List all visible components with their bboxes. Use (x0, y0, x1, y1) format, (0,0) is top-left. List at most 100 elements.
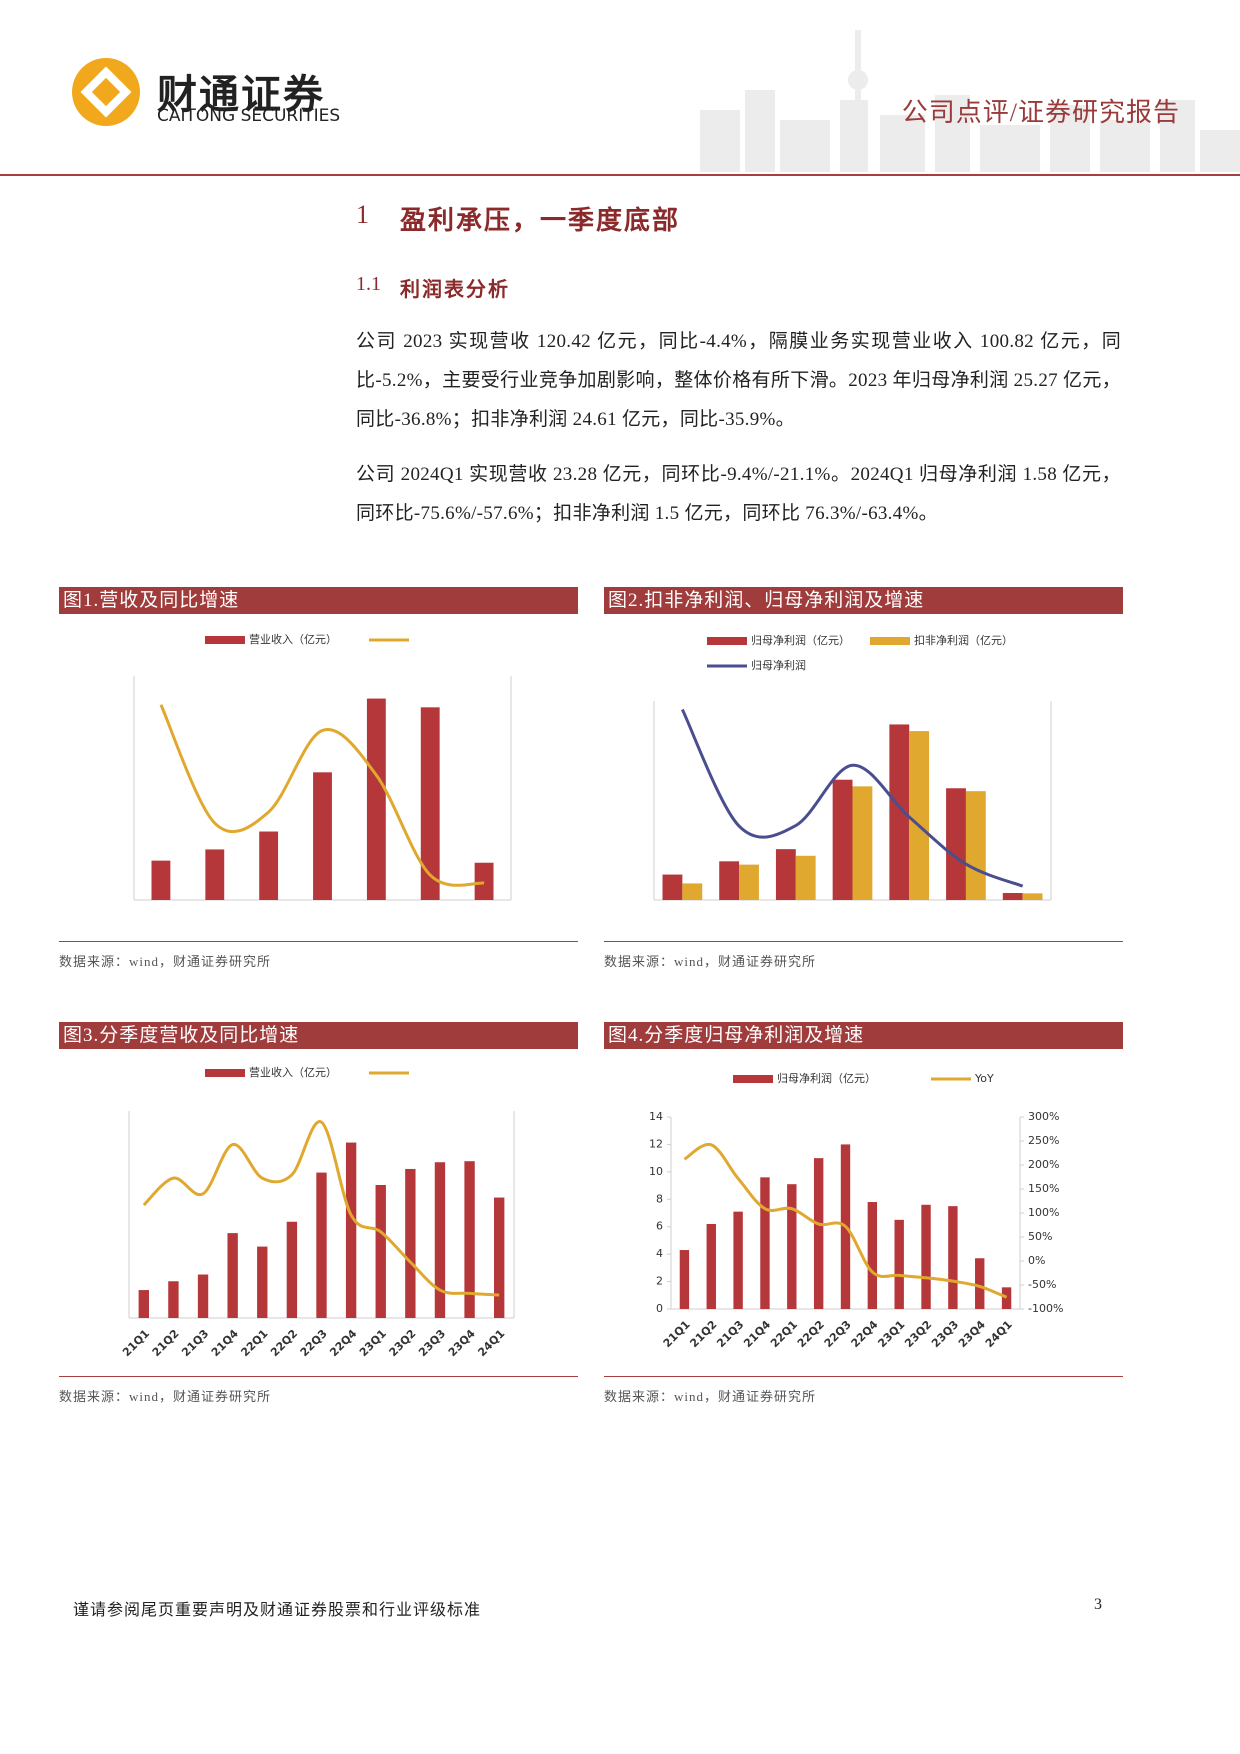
x-tick-label: 23Q2 (387, 1327, 419, 1359)
header-graphics (0, 30, 1240, 176)
bar (894, 1219, 904, 1309)
legend-swatch (707, 637, 747, 645)
y2-tick-label: -100% (1028, 1302, 1063, 1315)
figure: 图4.分季度归母净利润及增速 0 2 4 6 8 10 12 14 -100% -50% 0% 50% 1… (604, 1022, 1123, 1405)
bar (313, 772, 332, 900)
bar (286, 1221, 298, 1318)
bar (464, 1161, 475, 1318)
x-tick-label: 22Q2 (268, 1327, 300, 1359)
x-tick-label: 23Q2 (902, 1318, 934, 1350)
subsection-title: 利润表分析 (400, 279, 510, 301)
y2-tick-label: -50% (1028, 1278, 1056, 1291)
bar (345, 1142, 357, 1318)
y-tick-label: 10 (649, 1165, 663, 1178)
bar (227, 1233, 238, 1318)
bar (921, 1204, 931, 1309)
page-number: 3 (1094, 1596, 1102, 1613)
bar (662, 874, 683, 900)
legend-swatch (733, 1075, 773, 1083)
x-tick-label: 21Q1 (120, 1327, 152, 1359)
bar (909, 731, 930, 900)
figure-title: 图4.分季度归母净利润及增速 (604, 1022, 1123, 1049)
legend-label: YoY (974, 1072, 994, 1085)
bar (682, 883, 703, 900)
legend-label: 归母净利润（亿元） (751, 633, 850, 647)
x-tick-label: 22Q1 (768, 1318, 800, 1350)
x-tick-label: 22Q4 (849, 1318, 881, 1350)
bar (494, 1197, 505, 1318)
bar (405, 1168, 416, 1318)
bar (205, 849, 225, 900)
y-tick-label: 8 (656, 1192, 663, 1205)
x-tick-label: 23Q4 (446, 1327, 478, 1359)
figure-rule (59, 941, 578, 942)
legend-label: 营业收入（亿元） (249, 632, 337, 646)
figure-rule (604, 941, 1123, 942)
legend-swatch (205, 636, 245, 644)
chart: 21Q121Q221Q321Q422Q122Q222Q322Q423Q123Q2… (120, 1065, 515, 1359)
x-tick-label: 22Q3 (298, 1327, 330, 1359)
figure: 图2.扣非净利润、归母净利润及增速 归母净利润（亿元） 扣非净利润（亿元） 归母净利润… (604, 587, 1123, 970)
y-tick-label: 12 (649, 1137, 663, 1150)
legend-swatch (870, 637, 910, 645)
legend-label: 营业收入（亿元） (249, 1065, 337, 1079)
y2-tick-label: 250% (1028, 1134, 1059, 1147)
bar (259, 831, 279, 900)
bar (375, 1185, 386, 1318)
bar (889, 724, 910, 900)
line-series (683, 1142, 1008, 1299)
x-tick-label: 21Q2 (687, 1318, 719, 1350)
figure-source: 数据来源：wind，财通证券研究所 (59, 954, 272, 969)
x-tick-label: 21Q1 (661, 1318, 693, 1350)
bar (795, 855, 816, 900)
line-series (142, 1120, 500, 1297)
bar (257, 1246, 268, 1318)
chart: 0 2 4 6 8 10 12 14 -100% -50% 0% 50% 100% 150% 200% 250… (649, 1071, 1063, 1350)
x-tick-label: 21Q4 (741, 1318, 773, 1350)
bar (775, 849, 796, 900)
y-tick-label: 4 (656, 1247, 663, 1260)
figure: 图1.营收及同比增速营业收入（亿元） 数据来源：wind，财通证券研究所 (59, 587, 578, 970)
bar (965, 791, 986, 900)
bar (867, 1202, 878, 1309)
x-tick-label: 24Q1 (475, 1327, 507, 1359)
y2-tick-label: 300% (1028, 1110, 1059, 1123)
bar (760, 1177, 770, 1309)
y2-tick-label: 150% (1028, 1182, 1059, 1195)
paragraph: 公司 2023 实现营收 120.42 亿元，同比-4.4%，隔膜业务实现营业收… (356, 331, 1121, 430)
bar (739, 864, 759, 900)
x-tick-label: 21Q3 (714, 1318, 746, 1350)
section-number: 1 (356, 200, 369, 229)
bar (197, 1274, 209, 1318)
report-type: 公司点评/证券研究报告 (901, 98, 1180, 127)
bar (1001, 1287, 1012, 1309)
line-series (159, 704, 485, 887)
chart: 营业收入（亿元） (133, 632, 512, 901)
y-tick-label: 6 (656, 1220, 663, 1233)
x-tick-label: 23Q1 (357, 1327, 389, 1359)
y2-tick-label: 100% (1028, 1206, 1059, 1219)
figure-source: 数据来源：wind，财通证券研究所 (604, 954, 817, 969)
x-tick-label: 22Q2 (795, 1318, 827, 1350)
bar (679, 1250, 690, 1309)
figure-rule (59, 1376, 578, 1377)
brand-cn: 财通证券 (157, 72, 325, 118)
figure-rule (604, 1376, 1123, 1377)
chart: 归母净利润（亿元） 扣非净利润（亿元） 归母净利润 (653, 633, 1052, 901)
y2-tick-label: 0% (1028, 1254, 1045, 1267)
bar (733, 1211, 743, 1309)
figure-title: 图3.分季度营收及同比增速 (59, 1022, 578, 1049)
bar (138, 1290, 149, 1318)
y2-tick-label: 50% (1028, 1230, 1052, 1243)
x-tick-label: 22Q4 (327, 1327, 359, 1359)
figure-title: 图1.营收及同比增速 (59, 587, 578, 614)
x-tick-label: 23Q1 (875, 1318, 907, 1350)
bar (1022, 893, 1043, 900)
bar (813, 1158, 824, 1309)
figure-source: 数据来源：wind，财通证券研究所 (604, 1389, 817, 1404)
y-tick-label: 2 (656, 1275, 663, 1288)
bar (316, 1172, 327, 1318)
section-title: 盈利承压，一季度底部 (400, 206, 681, 235)
x-tick-label: 23Q3 (929, 1318, 961, 1350)
